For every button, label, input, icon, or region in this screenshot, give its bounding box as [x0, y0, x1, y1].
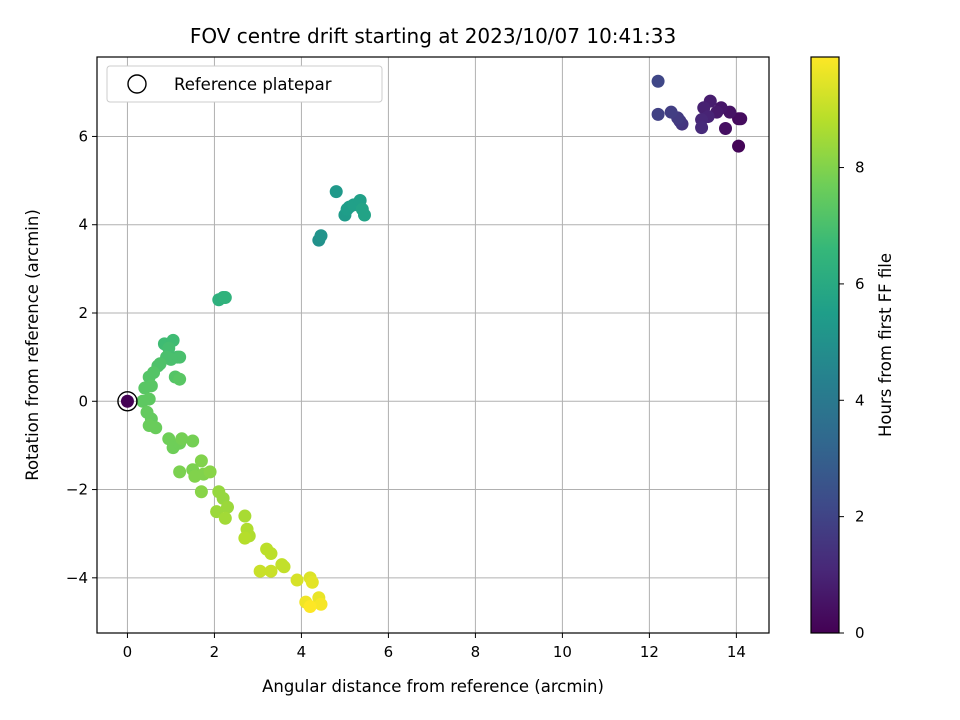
data-point [651, 74, 665, 88]
data-point [314, 597, 328, 611]
data-point [238, 531, 252, 545]
reference-point-ring [117, 391, 138, 412]
colorbar-label: Hours from first FF file [876, 253, 895, 437]
data-point [220, 500, 234, 514]
legend-entry-reference: Reference platepar [174, 75, 332, 94]
y-axis-label: Rotation from reference (arcmin) [23, 209, 42, 481]
data-point [357, 208, 371, 222]
legend-marker [127, 74, 147, 94]
data-point [194, 454, 208, 468]
data-point [651, 107, 665, 121]
colorbar: 0 2 4 6 8 Hours from first FF file [810, 56, 895, 642]
colorbar-tick-label: 8 [855, 159, 865, 177]
colorbar-tick-label: 6 [855, 275, 865, 293]
data-point [203, 465, 217, 479]
data-point [149, 421, 163, 435]
data-point [186, 434, 200, 448]
data-point [664, 105, 678, 119]
data-point [734, 112, 748, 126]
x-tick-label: 4 [297, 643, 307, 661]
data-point [173, 372, 187, 386]
y-tick-label: −4 [66, 569, 88, 587]
data-point [194, 485, 208, 499]
y-tick-label: 4 [78, 216, 88, 234]
data-point [253, 564, 267, 578]
x-tick-label: 0 [123, 643, 133, 661]
y-tick-label: −2 [66, 481, 88, 499]
y-axis-ticks: −4 −2 0 2 4 6 [66, 127, 97, 587]
data-point [136, 394, 150, 408]
data-point [303, 600, 317, 614]
y-tick-label: 2 [78, 304, 88, 322]
data-point [238, 509, 252, 523]
x-tick-label: 6 [384, 643, 394, 661]
colorbar-tick-label: 4 [855, 391, 865, 409]
data-point [277, 560, 291, 574]
data-point [719, 122, 733, 136]
data-point [138, 381, 152, 395]
data-point [175, 432, 189, 446]
plot-frame [96, 56, 770, 634]
grid [97, 57, 769, 633]
chart-title: FOV centre drift starting at 2023/10/07 … [190, 24, 676, 48]
data-point [218, 291, 232, 305]
x-tick-label: 8 [471, 643, 481, 661]
legend-box [106, 65, 383, 103]
data-points [136, 74, 748, 614]
reference-point-fill [120, 394, 134, 408]
colorbar-ticks: 0 2 4 6 8 [839, 159, 865, 642]
x-axis-ticks: 0 2 4 6 8 10 12 14 [123, 633, 746, 661]
data-point [264, 547, 278, 561]
colorbar-tick-label: 2 [855, 508, 865, 526]
reference-marker [117, 391, 138, 412]
legend: Reference platepar [106, 65, 383, 103]
data-point [218, 511, 232, 525]
colorbar-tick-label: 0 [855, 624, 865, 642]
data-point [290, 573, 304, 587]
data-point [732, 139, 746, 153]
x-axis-label: Angular distance from reference (arcmin) [262, 677, 604, 696]
y-tick-label: 6 [78, 127, 88, 145]
data-point [329, 185, 343, 199]
x-tick-label: 10 [553, 643, 572, 661]
data-point [314, 229, 328, 243]
x-tick-label: 12 [640, 643, 659, 661]
data-point [264, 564, 278, 578]
x-tick-label: 2 [210, 643, 220, 661]
y-tick-label: 0 [78, 392, 88, 410]
x-tick-label: 14 [727, 643, 746, 661]
colorbar-gradient [810, 56, 840, 634]
data-point [305, 575, 319, 589]
data-point [695, 121, 709, 135]
data-point [173, 465, 187, 479]
